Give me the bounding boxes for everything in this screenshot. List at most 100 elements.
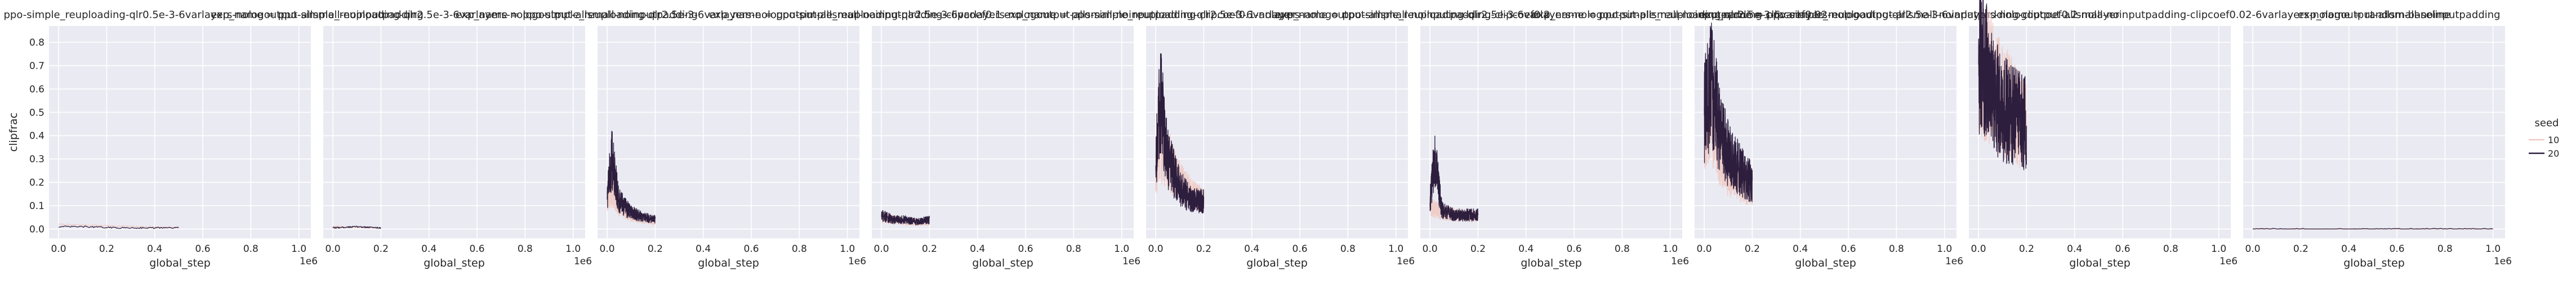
facet-panel: 0.0 0.2 0.4 0.6 0.8 1.01e6global_stepexp_name… [2243, 9, 2512, 269]
x-tick-label: 0.6 [2115, 243, 2131, 255]
x-tick-label: 0.2 [99, 243, 114, 255]
x-tick-label: 1.0 [1937, 243, 1952, 255]
x-tick-label: 0.4 [970, 243, 985, 255]
x-axis-label: global_step [1795, 257, 1856, 269]
panel-title: exp_name = random-baseline [2298, 9, 2450, 21]
facet-panel: 0.0 0.2 0.4 0.6 0.8 1.01e6global_stepexp_name… [456, 9, 1002, 269]
facet-panel: 0.0 0.2 0.4 0.6 0.8 1.01e6global_stepexp_name… [1699, 0, 2501, 269]
x-tick-label: 1.0 [565, 243, 581, 255]
x-tick-label: 0.4 [2341, 243, 2356, 255]
x-tick-label: 0.2 [1196, 243, 1211, 255]
x-tick-label: 0.8 [792, 243, 807, 255]
y-tick-label: 0.1 [29, 201, 44, 212]
x-tick-label: 0.6 [744, 243, 759, 255]
x-offset-text: 1e6 [848, 256, 866, 267]
y-tick-label: 0.3 [29, 154, 44, 165]
plot-area [49, 26, 311, 238]
x-tick-label: 0.4 [147, 243, 162, 255]
legend-title: seed [2535, 117, 2559, 129]
y-tick-label: 0.6 [29, 84, 44, 95]
series-line-seed-20 [881, 210, 930, 225]
panel-title: exp_name = ppo-simple_reuploading-qlr2.5… [1532, 9, 2120, 21]
plot-area [598, 26, 859, 238]
plot-area [1420, 26, 1682, 238]
plot-area [1695, 26, 1956, 238]
x-tick-label: 0.8 [1340, 243, 1356, 255]
x-offset-text: 1e6 [2494, 256, 2512, 267]
x-tick-label: 0.4 [1518, 243, 1534, 255]
series-line-seed-10 [58, 223, 179, 229]
x-tick-label: 0.0 [1971, 243, 1986, 255]
x-tick-label: 0.8 [2437, 243, 2453, 255]
y-tick-label: 0.8 [29, 37, 44, 48]
x-tick-label: 0.4 [1793, 243, 1808, 255]
x-tick-label: 0.6 [1018, 243, 1033, 255]
x-offset-text: 1e6 [1122, 256, 1140, 267]
x-tick-label: 0.2 [2293, 243, 2308, 255]
facet-panel: 0.0 0.2 0.4 0.6 0.8 1.01e6global_stepexp_name… [211, 9, 698, 269]
y-tick-label: 0.7 [29, 60, 44, 72]
x-offset-text: 1e6 [574, 256, 592, 267]
series-line-seed-20 [1704, 23, 1753, 202]
y-tick-label: 0.4 [29, 131, 44, 142]
plot-area [2243, 26, 2505, 238]
x-tick-label: 0.6 [1567, 243, 1582, 255]
x-tick-label: 0.4 [2067, 243, 2082, 255]
x-offset-text: 1e6 [300, 256, 318, 267]
y-tick-label: 0.2 [29, 178, 44, 189]
series-line-seed-20 [332, 225, 381, 229]
panel-title: exp_name = ppo-simple_reuploading-qlr2.5… [1004, 9, 1550, 21]
series-line-seed-20 [607, 130, 656, 224]
x-tick-label: 0.2 [2019, 243, 2034, 255]
series-line-seed-20 [1978, 0, 2027, 170]
x-axis-label: global_step [1246, 257, 1308, 269]
panel-title: exp_name = ppo-simple_reuploading-qlr2.5… [456, 9, 1002, 21]
x-tick-label: 0.2 [1470, 243, 1486, 255]
x-tick-label: 0.0 [2245, 243, 2261, 255]
x-tick-label: 0.6 [195, 243, 211, 255]
x-tick-label: 0.4 [1244, 243, 1259, 255]
facet-panel: 0.0 0.2 0.4 0.6 0.8 1.01e6global_stepexp_name… [1004, 9, 1550, 269]
facet-panel: 0.0 0.2 0.4 0.6 0.8 1.01e6global_stepexp_name… [709, 9, 1297, 269]
x-tick-label: 0.0 [51, 243, 66, 255]
x-tick-label: 0.6 [1841, 243, 1856, 255]
legend: seed 10 20 [2529, 117, 2559, 159]
panel-title: exp_name = ppo-simple_reuploading-qlr0.5… [0, 9, 424, 21]
facet-panel: 0.0 0.1 0.2 0.3 0.4 0.5 0.6 0.7 0.8 0.0 0.2 0.4 0.6 0… [0, 9, 424, 269]
x-tick-label: 0.4 [696, 243, 711, 255]
x-axis-label: global_step [972, 257, 1033, 269]
series-line-seed-20 [58, 225, 179, 229]
x-tick-label: 1.0 [1388, 243, 1403, 255]
x-tick-label: 0.2 [373, 243, 389, 255]
x-axis-label: global_step [424, 257, 485, 269]
x-tick-label: 1.0 [2485, 243, 2501, 255]
x-offset-text: 1e6 [1671, 256, 1689, 267]
panel-title: exp_name = ppo-simple_reuploading-qlr2.5… [709, 9, 1297, 21]
x-tick-label: 0.2 [648, 243, 663, 255]
x-axis-label: global_step [149, 257, 211, 269]
x-axis-label: global_step [698, 257, 759, 269]
x-tick-label: 0.0 [600, 243, 615, 255]
x-tick-label: 1.0 [1663, 243, 1678, 255]
x-tick-label: 0.2 [922, 243, 937, 255]
x-tick-label: 0.0 [874, 243, 889, 255]
series-line-seed-20 [1155, 53, 1205, 214]
x-tick-label: 1.0 [2211, 243, 2226, 255]
x-tick-label: 1.0 [291, 243, 306, 255]
x-tick-label: 0.6 [1293, 243, 1308, 255]
x-tick-label: 0.8 [2163, 243, 2178, 255]
x-axis-label: global_step [2069, 257, 2131, 269]
x-tick-label: 0.0 [1148, 243, 1164, 255]
x-offset-text: 1e6 [2220, 256, 2238, 267]
x-tick-label: 0.4 [421, 243, 436, 255]
x-tick-label: 1.0 [1114, 243, 1129, 255]
x-tick-label: 0.8 [1889, 243, 1904, 255]
x-tick-label: 0.8 [1066, 243, 1081, 255]
y-tick-label: 0.5 [29, 107, 44, 118]
series-line-seed-10 [1429, 197, 1479, 223]
x-tick-label: 0.8 [243, 243, 259, 255]
x-tick-label: 0.6 [470, 243, 485, 255]
panel-title: exp_name = ppo-simple_reuploading-qlr2.5… [1275, 9, 1828, 21]
x-axis-label: global_step [2343, 257, 2405, 269]
